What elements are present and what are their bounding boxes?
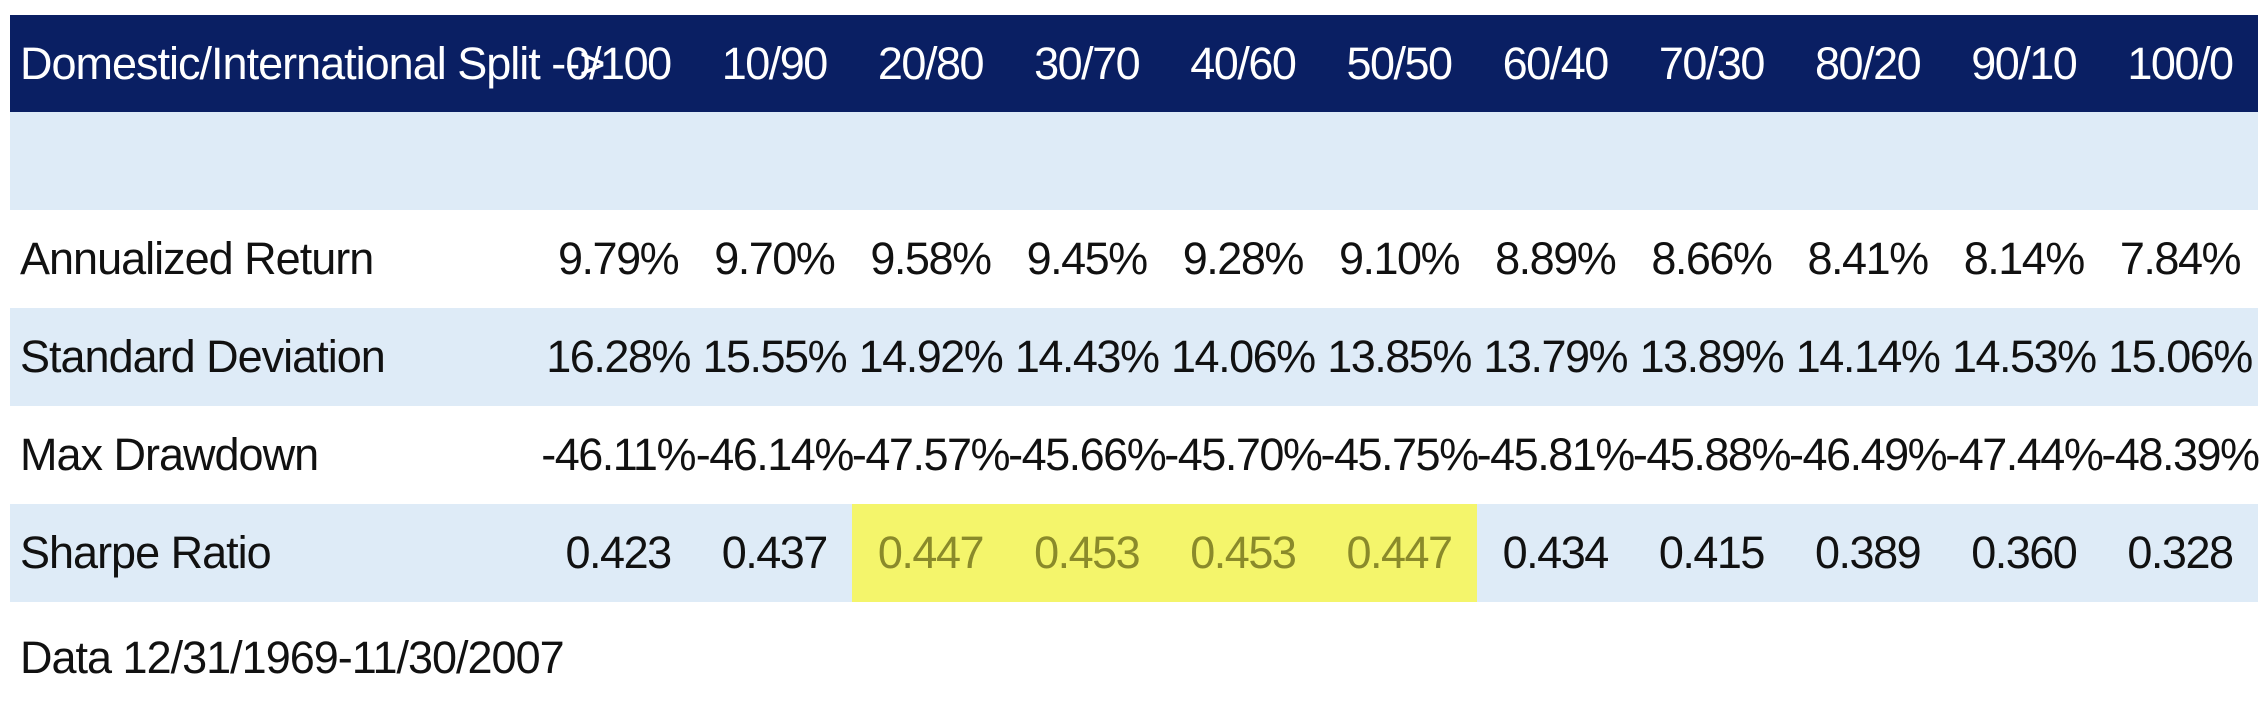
row-values: 16.28% 15.55% 14.92% 14.43% 14.06% 13.85… — [540, 308, 2258, 406]
column-header: 30/70 — [1034, 37, 1141, 89]
row-label: Sharpe Ratio — [20, 527, 272, 578]
table-cell: 14.53% — [1951, 331, 2097, 382]
table-row-standard-deviation: Standard Deviation 16.28% 15.55% 14.92% … — [10, 308, 2258, 406]
table-cell: 0.423 — [565, 527, 673, 578]
highlighted-cell: 0.453 — [1164, 504, 1321, 602]
row-label: Annualized Return — [20, 233, 374, 284]
table-cell: -45.88% — [1632, 429, 1792, 480]
column-header: 0/100 — [565, 37, 673, 89]
header-label: Domestic/International Split --> — [20, 37, 606, 89]
table-cell: -47.44% — [1945, 429, 2104, 480]
table-cell: 8.14% — [1963, 233, 2086, 284]
table-cell: 15.06% — [2108, 331, 2253, 382]
table-cell: 9.70% — [714, 233, 836, 284]
table-cell: 0.437 — [721, 527, 829, 578]
blank-spacer-row — [10, 112, 2258, 210]
table-cell: -46.14% — [695, 429, 855, 480]
table-cell: 14.43% — [1014, 331, 1160, 382]
table-cell: 0.415 — [1658, 527, 1766, 578]
table-cell: 14.14% — [1795, 331, 1941, 382]
table-cell: -46.11% — [541, 429, 696, 480]
column-header: 100/0 — [2127, 37, 2234, 89]
table-cell: 8.89% — [1495, 233, 1617, 284]
table-cell: 0.328 — [2127, 527, 2234, 578]
table-row-max-drawdown: Max Drawdown -46.11% -46.14% -47.57% -45… — [10, 406, 2260, 504]
table-cell: 13.89% — [1639, 331, 1785, 382]
table-cell: 13.79% — [1483, 331, 1628, 382]
table-cell: -45.66% — [1008, 429, 1167, 480]
column-header: 20/80 — [877, 37, 985, 89]
table-cell: -45.70% — [1164, 429, 1323, 480]
table-row-annualized-return: Annualized Return 9.79% 9.70% 9.58% 9.45… — [10, 210, 2258, 308]
table-cell: 8.41% — [1807, 233, 1930, 284]
table-cell: 8.66% — [1651, 233, 1773, 284]
table-cell: -47.57% — [851, 429, 1011, 480]
highlighted-cell: 0.447 — [1320, 504, 1478, 602]
column-header: 10/90 — [721, 37, 829, 89]
table-cell: 0.434 — [1502, 527, 1610, 578]
table-cell: 15.55% — [702, 331, 847, 382]
table-cell: 7.84% — [2119, 233, 2242, 284]
table-cell: 13.85% — [1327, 331, 1472, 382]
table-cell: 9.58% — [870, 233, 992, 284]
table-cell: 9.79% — [558, 233, 680, 284]
table-cell: 9.45% — [1026, 233, 1149, 284]
table-row-sharpe-ratio: Sharpe Ratio 0.423 0.437 0.447 0.453 0.4… — [10, 504, 2258, 602]
table-cell: -45.81% — [1476, 429, 1636, 480]
table-cell: 0.389 — [1815, 527, 1922, 578]
row-values: -46.11% -46.14% -47.57% -45.66% -45.70% … — [540, 406, 2260, 504]
table-cell: 14.92% — [858, 331, 1004, 382]
column-header: 40/60 — [1190, 37, 1297, 89]
column-header: 70/30 — [1658, 37, 1766, 89]
table-cell: 9.28% — [1182, 233, 1305, 284]
row-values: 9.79% 9.70% 9.58% 9.45% 9.28% 9.10% 8.89… — [540, 210, 2258, 308]
table-header-row: Domestic/International Split --> 0/100 1… — [10, 15, 2258, 112]
table-cell: 14.06% — [1171, 331, 1316, 382]
table-cell: -48.39% — [2101, 429, 2260, 480]
table-cell: 16.28% — [546, 331, 691, 382]
highlighted-cell: 0.453 — [1008, 504, 1165, 602]
highlighted-cell: 0.447 — [852, 504, 1009, 602]
column-header: 80/20 — [1815, 37, 1922, 89]
row-label: Max Drawdown — [20, 429, 319, 480]
table-cell: -45.75% — [1320, 429, 1479, 480]
table-cell: 9.10% — [1338, 233, 1461, 284]
column-header: 50/50 — [1346, 37, 1453, 89]
table-cell: -46.49% — [1789, 429, 1948, 480]
header-columns: 0/100 10/90 20/80 30/70 40/60 50/50 60/4… — [540, 15, 2258, 112]
row-label: Standard Deviation — [20, 331, 386, 382]
column-header: 90/10 — [1971, 37, 2078, 89]
table-cell: 0.360 — [1971, 527, 2078, 578]
data-range-footnote: Data 12/31/1969-11/30/2007 — [20, 632, 565, 683]
column-header: 60/40 — [1502, 37, 1610, 89]
split-performance-table: Domestic/International Split --> 0/100 1… — [10, 15, 2260, 602]
row-values: 0.423 0.437 0.447 0.453 0.453 0.447 0.43… — [540, 504, 2258, 602]
